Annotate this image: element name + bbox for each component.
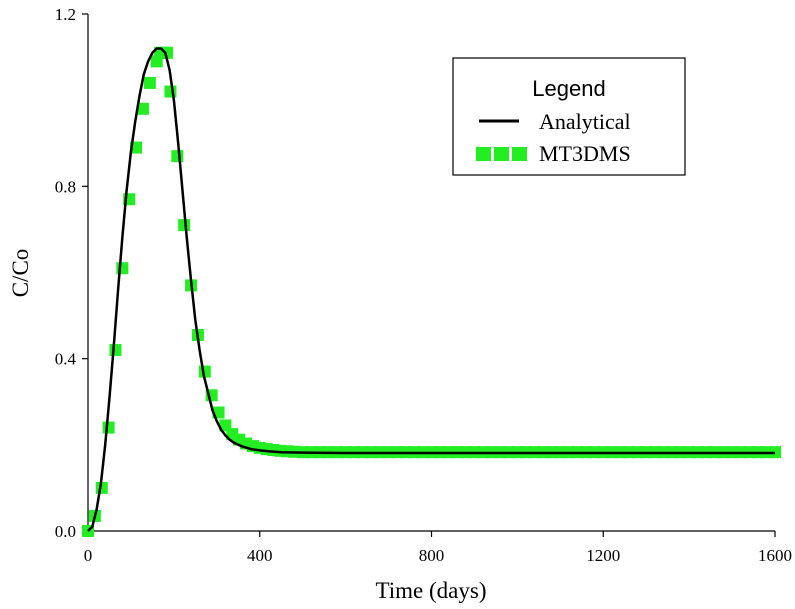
legend-label-mt3dms: MT3DMS: [539, 141, 631, 166]
mt3dms-point: [102, 421, 115, 434]
analytical-line: [87, 47, 775, 532]
series-layer: [82, 46, 781, 537]
mt3dms-point: [164, 85, 177, 98]
x-tick-label: 1600: [758, 546, 792, 565]
y-tick-label: 0.0: [55, 522, 76, 541]
x-tick-label: 400: [247, 546, 273, 565]
y-axis-title: C/Co: [8, 249, 33, 298]
x-tick-label: 800: [419, 546, 445, 565]
x-tick-label: 0: [84, 546, 93, 565]
y-tick-label: 0.4: [55, 350, 77, 369]
mt3dms-point: [116, 262, 129, 275]
y-tick-label: 0.8: [55, 177, 76, 196]
mt3dms-point: [150, 55, 163, 68]
legend-swatch-mt3dms: [476, 147, 527, 161]
mt3dms-point: [136, 102, 149, 115]
mt3dms-point: [109, 344, 122, 357]
x-axis-title: Time (days): [376, 578, 487, 603]
legend-marker-square: [512, 147, 527, 161]
legend: Legend Analytical MT3DMS: [452, 57, 686, 176]
y-tick-label: 1.2: [55, 5, 76, 24]
legend-marker-square: [476, 147, 491, 161]
legend-box: [452, 57, 686, 176]
legend-title: Legend: [532, 76, 605, 101]
legend-label-analytical: Analytical: [539, 109, 631, 134]
legend-marker-square: [494, 147, 509, 161]
mt3dms-point: [171, 150, 184, 163]
mt3dms-point: [143, 76, 156, 89]
x-tick-label: 1200: [586, 546, 620, 565]
mt3dms-point: [178, 219, 191, 232]
tick-labels: 0 400 800 1200 1600 0.0 0.4 0.8 1.2: [55, 5, 792, 565]
